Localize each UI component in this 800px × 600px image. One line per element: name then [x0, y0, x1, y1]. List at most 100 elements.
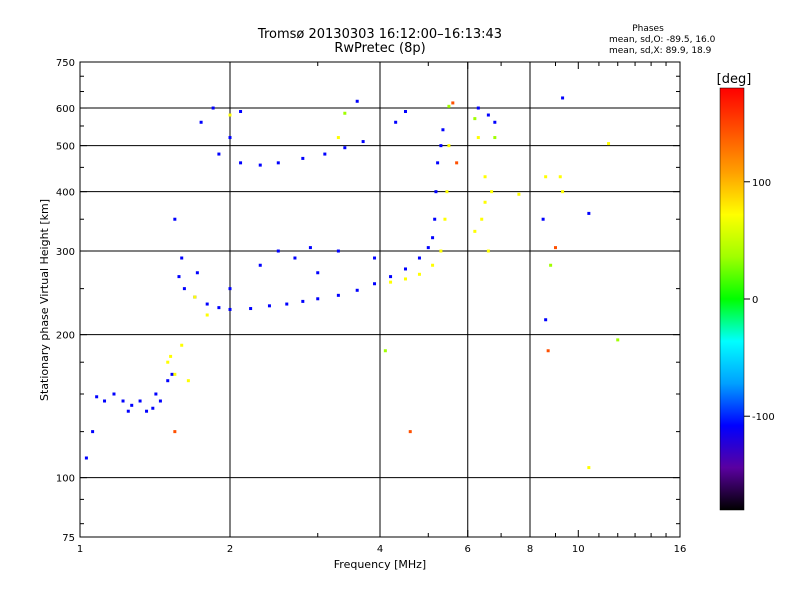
- y-tick-label: 75: [62, 533, 75, 544]
- data-point: [403, 267, 407, 271]
- data-point: [336, 249, 340, 253]
- data-point: [145, 409, 149, 413]
- data-point: [490, 190, 494, 194]
- data-point: [154, 392, 158, 396]
- data-points: [84, 96, 620, 470]
- data-point: [228, 287, 232, 291]
- data-point: [451, 101, 455, 105]
- data-point: [493, 136, 497, 140]
- data-point: [434, 190, 438, 194]
- data-point: [587, 466, 591, 470]
- data-point: [323, 152, 327, 156]
- data-point: [439, 249, 443, 253]
- data-point: [186, 379, 190, 383]
- data-point: [445, 190, 449, 194]
- colorbar-ticks: 100 0 -100: [744, 178, 775, 423]
- data-point: [383, 349, 387, 353]
- data-point: [301, 299, 305, 303]
- data-point: [173, 372, 177, 376]
- data-point: [483, 200, 487, 204]
- data-point: [193, 295, 197, 299]
- data-point: [91, 430, 95, 434]
- data-point: [558, 175, 562, 179]
- data-point: [403, 277, 407, 281]
- data-point: [373, 256, 377, 260]
- data-point: [239, 161, 243, 165]
- data-point: [84, 456, 88, 460]
- data-point: [173, 217, 177, 221]
- data-point: [389, 275, 393, 279]
- grid-lines: [80, 62, 680, 537]
- data-point: [239, 109, 243, 113]
- x-tick-label: 2: [227, 544, 233, 555]
- data-point: [473, 117, 477, 121]
- data-point: [301, 156, 305, 160]
- data-point: [103, 399, 107, 403]
- data-point: [258, 163, 262, 167]
- data-point: [493, 120, 497, 124]
- colorbar-tick-label: -100: [752, 412, 775, 423]
- y-tick-label: 400: [56, 188, 75, 199]
- data-point: [249, 307, 253, 311]
- data-point: [553, 246, 557, 250]
- data-point: [476, 106, 480, 110]
- x-tick-label: 8: [527, 544, 533, 555]
- colorbar-tick-label: 0: [752, 295, 758, 306]
- data-point: [355, 99, 359, 103]
- y-tick-label: 100: [56, 474, 75, 485]
- data-point: [173, 430, 177, 434]
- data-point: [355, 288, 359, 292]
- axis-ticks: 1 2 4 6 8 10 16 75 100 200 300 400 500 600 750: [56, 58, 686, 555]
- data-point: [316, 297, 320, 301]
- data-point: [138, 399, 142, 403]
- data-point: [373, 282, 377, 286]
- data-point: [166, 360, 170, 364]
- data-point: [549, 263, 553, 267]
- data-point: [426, 246, 430, 250]
- data-point: [217, 152, 221, 156]
- data-point: [473, 229, 477, 233]
- data-point: [293, 256, 297, 260]
- data-point: [343, 111, 347, 115]
- data-point: [455, 161, 459, 165]
- data-point: [389, 280, 393, 284]
- chart-subtitle: RwPretec (8p): [334, 41, 425, 56]
- data-point: [561, 190, 565, 194]
- data-point: [205, 302, 209, 306]
- data-point: [228, 113, 232, 117]
- data-point: [285, 302, 289, 306]
- x-tick-label: 4: [377, 544, 383, 555]
- data-point: [439, 144, 443, 148]
- data-point: [476, 136, 480, 140]
- x-tick-label: 10: [572, 544, 585, 555]
- data-point: [170, 372, 174, 376]
- data-point: [403, 109, 407, 113]
- data-point: [436, 161, 440, 165]
- data-point: [408, 430, 412, 434]
- data-point: [126, 409, 130, 413]
- data-point: [308, 246, 312, 250]
- y-axis-label: Stationary phase Virtual Height [km]: [38, 199, 51, 401]
- data-point: [483, 175, 487, 179]
- phases-title: Phases: [632, 24, 664, 34]
- x-tick-label: 6: [465, 544, 471, 555]
- y-tick-label: 500: [56, 142, 75, 153]
- chart-title: Tromsø 20130303 16:12:00–16:13:43: [257, 27, 502, 42]
- data-point: [447, 144, 451, 148]
- data-point: [217, 306, 221, 310]
- data-point: [587, 211, 591, 215]
- data-point: [517, 192, 521, 196]
- data-point: [394, 120, 398, 124]
- y-tick-label: 750: [56, 58, 75, 69]
- data-point: [121, 399, 125, 403]
- data-point: [607, 142, 611, 146]
- data-point: [480, 217, 484, 221]
- phases-x-stats: mean, sd,X: 89.9, 18.9: [609, 46, 712, 56]
- x-axis-label: Frequency [MHz]: [334, 558, 426, 571]
- data-point: [431, 236, 435, 240]
- data-point: [276, 161, 280, 165]
- data-point: [180, 343, 184, 347]
- data-point: [199, 120, 203, 124]
- data-point: [112, 392, 116, 396]
- data-point: [316, 271, 320, 275]
